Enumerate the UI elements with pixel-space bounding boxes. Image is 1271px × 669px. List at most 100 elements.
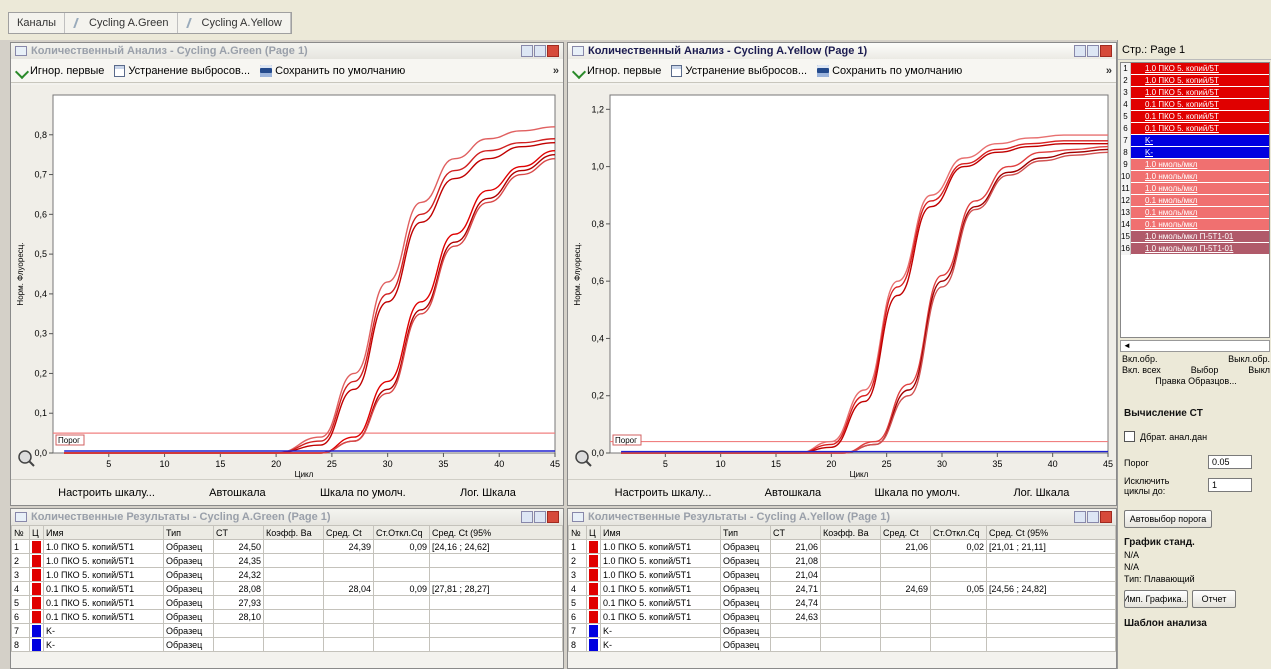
maximize-icon[interactable] (1087, 511, 1099, 523)
sample-list-item[interactable]: 1 1.0 ПКО 5. копий/5Т (1121, 63, 1269, 75)
column-header[interactable]: Ст.Откл.Cq (930, 525, 987, 540)
sample-list-item[interactable]: 7 K- (1121, 135, 1269, 147)
close-icon[interactable] (1100, 511, 1112, 523)
default-scale-button[interactable]: Шкала по умолч. (874, 486, 961, 499)
zoom-icon[interactable] (18, 450, 35, 467)
exclude-cycles-input[interactable]: 1 (1208, 478, 1252, 492)
column-header[interactable]: Коэфф. Ва (820, 525, 881, 540)
green-results-table[interactable]: № Ц Имя Тип CT Коэфф. Ва Сред. Ct Ст.Откл.Cq Сре… (11, 525, 563, 652)
green-analysis-titlebar[interactable]: Количественный Анализ - Cycling A.Green … (11, 43, 563, 59)
disable-button[interactable]: Выкл (1248, 365, 1270, 375)
close-icon[interactable] (1100, 45, 1112, 57)
yellow-amplification-chart[interactable]: 5 10 15 20 25 30 35 40 45 0,0 0,2 0,4 0,6 0,8 1,0 1,2 Ци… (568, 85, 1116, 481)
save-default-button[interactable]: Сохранить по умолчанию (260, 64, 405, 77)
yellow-results-table[interactable]: № Ц Имя Тип CT Коэфф. Ва Сред. Ct Ст.Откл.Cq Сре… (568, 525, 1116, 652)
sample-list[interactable]: 1 1.0 ПКО 5. копий/5Т 2 1.0 ПКО 5. копий/5Т… (1120, 62, 1270, 338)
table-row[interactable]: 3 1.0 ПКО 5. копий/5Т1 Образец 24,32 (11, 567, 563, 582)
report-button[interactable]: Отчет (1192, 590, 1236, 608)
column-header[interactable]: Ст.Откл.Cq (373, 525, 430, 540)
table-row[interactable]: 8 K- Образец (568, 637, 1116, 652)
column-header[interactable]: Сред. Ct (880, 525, 931, 540)
column-header[interactable]: Тип (720, 525, 771, 540)
minimize-icon[interactable] (1074, 45, 1086, 57)
table-row[interactable]: 4 0.1 ПКО 5. копий/5Т1 Образец 24,71 24,69 0,… (568, 581, 1116, 596)
sample-list-item[interactable]: 3 1.0 ПКО 5. копий/5Т (1121, 87, 1269, 99)
ignore-first-button[interactable]: Игнор. первые (572, 65, 661, 77)
column-header[interactable]: Сред. Ct (95% (429, 525, 563, 540)
sample-list-item[interactable]: 5 0.1 ПКО 5. копий/5Т (1121, 111, 1269, 123)
auto-scale-button[interactable]: Автошкала (209, 486, 266, 499)
green-amplification-chart[interactable]: 5 10 15 20 25 30 35 40 45 0,0 0,1 0,2 0,3 0,4 0,5 0,6 0,… (11, 85, 563, 481)
disable-sample-button[interactable]: Выкл.обр. (1228, 354, 1270, 364)
table-row[interactable]: 4 0.1 ПКО 5. копий/5Т1 Образец 28,08 28,04 0,… (11, 581, 563, 596)
table-row[interactable]: 8 K- Образец (11, 637, 563, 652)
table-row[interactable]: 6 0.1 ПКО 5. копий/5Т1 Образец 28,10 (11, 609, 563, 624)
column-header[interactable]: № (568, 525, 587, 540)
sample-list-item[interactable]: 15 1.0 нмоль/мкл П-5Т1-01 (1121, 231, 1269, 243)
table-row[interactable]: 3 1.0 ПКО 5. копий/5Т1 Образец 21,04 (568, 567, 1116, 582)
table-row[interactable]: 7 K- Образец (11, 623, 563, 638)
toolbar-overflow-button[interactable]: » (1105, 64, 1112, 77)
sample-list-item[interactable]: 9 1.0 нмоль/мкл (1121, 159, 1269, 171)
close-icon[interactable] (547, 45, 559, 57)
column-header[interactable]: CT (213, 525, 264, 540)
tab-cycling-green[interactable]: Cycling A.Green (65, 13, 178, 33)
sample-list-item[interactable]: 11 1.0 нмоль/мкл (1121, 183, 1269, 195)
enable-sample-button[interactable]: Вкл.обр. (1122, 354, 1158, 364)
scroll-left-icon[interactable]: ◄ (1123, 341, 1131, 350)
table-row[interactable]: 1 1.0 ПКО 5. копий/5Т1 Образец 24,50 24,39 0,… (11, 539, 563, 554)
log-scale-button[interactable]: Лог. Шкала (459, 486, 516, 499)
select-button[interactable]: Выбор (1190, 365, 1219, 375)
column-header[interactable]: Сред. Ct (95% (986, 525, 1116, 540)
table-row[interactable]: 7 K- Образец (568, 623, 1116, 638)
log-scale-button[interactable]: Лог. Шкала (1013, 486, 1070, 499)
zoom-icon[interactable] (575, 450, 592, 467)
edit-samples-button[interactable]: Правка Образцов... (1155, 376, 1237, 386)
table-row[interactable]: 2 1.0 ПКО 5. копий/5Т1 Образец 21,08 (568, 553, 1116, 568)
default-scale-button[interactable]: Шкала по умолч. (319, 486, 406, 499)
table-row[interactable]: 2 1.0 ПКО 5. копий/5Т1 Образец 24,35 (11, 553, 563, 568)
threshold-input[interactable]: 0.05 (1208, 455, 1252, 469)
sample-list-item[interactable]: 16 1.0 нмоль/мкл П-5Т1-01 (1121, 243, 1269, 255)
column-header[interactable]: Коэфф. Ва (263, 525, 324, 540)
yellow-results-titlebar[interactable]: Количественные Результаты - Cycling A.Ye… (568, 509, 1116, 525)
adjust-scale-button[interactable]: Настроить шкалу... (614, 486, 712, 499)
sample-list-item[interactable]: 8 K- (1121, 147, 1269, 159)
sample-list-item[interactable]: 10 1.0 нмоль/мкл (1121, 171, 1269, 183)
sample-list-scrollbar[interactable]: ◄ (1120, 340, 1270, 352)
column-header[interactable]: Сред. Ct (323, 525, 374, 540)
toolbar-overflow-button[interactable]: » (552, 64, 559, 77)
column-header[interactable]: Тип (163, 525, 214, 540)
table-row[interactable]: 5 0.1 ПКО 5. копий/5Т1 Образец 24,74 (568, 595, 1116, 610)
remove-outliers-button[interactable]: Устранение выбросов... (114, 64, 250, 77)
green-results-titlebar[interactable]: Количественные Результаты - Cycling A.Gr… (11, 509, 563, 525)
column-header[interactable]: Имя (600, 525, 721, 540)
enable-all-button[interactable]: Вкл. всех (1122, 365, 1161, 375)
ignore-first-button[interactable]: Игнор. первые (15, 65, 104, 77)
auto-threshold-button[interactable]: Автовыбор порога (1124, 510, 1212, 528)
column-header[interactable]: CT (770, 525, 821, 540)
import-graph-button[interactable]: Имп. Графика... (1124, 590, 1188, 608)
adjust-scale-button[interactable]: Настроить шкалу... (58, 486, 155, 499)
yellow-analysis-titlebar[interactable]: Количественный Анализ - Cycling A.Yellow… (568, 43, 1116, 59)
sample-list-item[interactable]: 2 1.0 ПКО 5. копий/5Т (1121, 75, 1269, 87)
sample-list-item[interactable]: 14 0.1 нмоль/мкл (1121, 219, 1269, 231)
maximize-icon[interactable] (1087, 45, 1099, 57)
maximize-icon[interactable] (534, 45, 546, 57)
column-header[interactable]: Ц (29, 525, 44, 540)
sample-list-item[interactable]: 12 0.1 нмоль/мкл (1121, 195, 1269, 207)
column-header[interactable]: № (11, 525, 30, 540)
close-icon[interactable] (547, 511, 559, 523)
minimize-icon[interactable] (521, 511, 533, 523)
column-header[interactable]: Ц (586, 525, 601, 540)
minimize-icon[interactable] (521, 45, 533, 57)
column-header[interactable]: Имя (43, 525, 164, 540)
remove-outliers-button[interactable]: Устранение выбросов... (671, 64, 807, 77)
table-row[interactable]: 6 0.1 ПКО 5. копий/5Т1 Образец 24,63 (568, 609, 1116, 624)
minimize-icon[interactable] (1074, 511, 1086, 523)
table-row[interactable]: 1 1.0 ПКО 5. копий/5Т1 Образец 21,06 21,06 0,… (568, 539, 1116, 554)
tab-channels[interactable]: Каналы (9, 13, 66, 33)
maximize-icon[interactable] (534, 511, 546, 523)
auto-scale-button[interactable]: Автошкала (764, 486, 822, 499)
sample-list-item[interactable]: 4 0.1 ПКО 5. копий/5Т (1121, 99, 1269, 111)
